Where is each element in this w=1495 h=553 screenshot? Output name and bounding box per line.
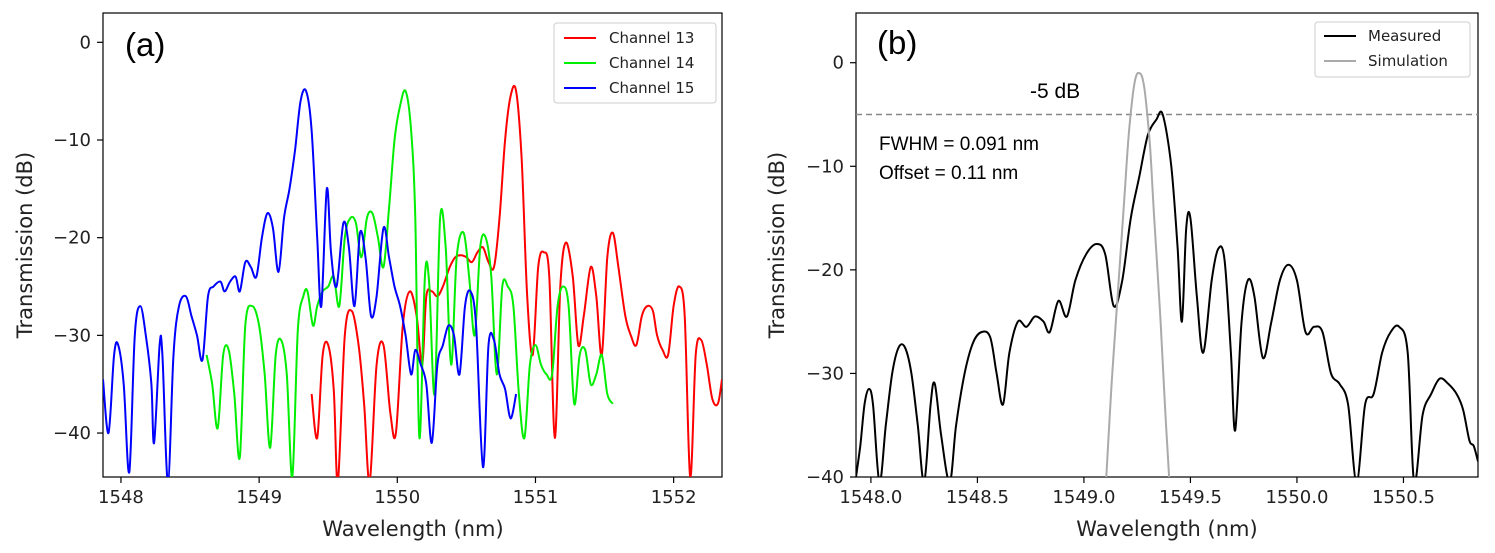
offset-annotation: Offset = 0.11 nm (879, 163, 1018, 184)
legend-label-channel-15: Channel 15 (609, 79, 694, 97)
series-line-channel-14 (205, 89, 614, 477)
panel-a-label: (a) (125, 26, 165, 63)
panel-b-x-tick-label: 1550.5 (1372, 487, 1435, 508)
panel-b-series-group (856, 71, 1478, 477)
series-line-simulation (1105, 71, 1171, 477)
panel-b-y-tick-label: −10 (806, 156, 844, 177)
panel-b-y-tick-label: 0 (833, 53, 844, 74)
panel-a-x-tick-label: 1548 (98, 487, 144, 508)
panel-b-y-tick-label: −30 (806, 363, 844, 384)
legend-label-measured: Measured (1368, 27, 1441, 45)
panel-a-y-tick-label: −40 (53, 423, 91, 444)
panel-a-y-tick-label: −20 (53, 228, 91, 249)
series-line-measured (856, 110, 1478, 477)
panel-b-x-tick-label: 1548.0 (839, 487, 902, 508)
series-line-channel-13 (310, 84, 722, 477)
panel-b-y-tick-label: −40 (806, 467, 844, 488)
panel-a-y-tick-label: −30 (53, 325, 91, 346)
legend-label-simulation: Simulation (1368, 52, 1448, 70)
panel-a-legend-box (553, 22, 717, 104)
panel-a-x-tick-label: 1550 (374, 487, 420, 508)
panel-b-y-tick-label: −20 (806, 260, 844, 281)
panel-b-chart: 1548.0 1548.5 1549.0 1549.5 1550.0 1550.5 0 −1… (765, 12, 1479, 541)
panel-b-x-tick-label: 1548.5 (946, 487, 1009, 508)
panel-b-x-tick-label: 1550.0 (1265, 487, 1328, 508)
panel-a-x-tick-label: 1549 (236, 487, 282, 508)
panel-b-legend: Measured Simulation (1314, 21, 1471, 78)
panel-a-x-tick-label: 1551 (513, 487, 559, 508)
panel-a-series-group (103, 84, 722, 477)
legend-label-channel-13: Channel 13 (609, 29, 694, 47)
legend-label-channel-14: Channel 14 (609, 54, 694, 72)
panel-b-label: (b) (877, 24, 917, 61)
panel-a-y-tick-label: −10 (53, 130, 91, 151)
fwhm-annotation: FWHM = 0.091 nm (879, 134, 1039, 155)
panel-a-chart: 1548 1549 1550 1551 1552 0 −10 −20 −30 −40 (a) W… (13, 12, 723, 541)
panel-a-y-axis-label: Transmission (dB) (13, 152, 37, 339)
panel-a-x-ticks: 1548 1549 1550 1551 1552 (98, 477, 697, 508)
panel-b-x-ticks: 1548.0 1548.5 1549.0 1549.5 1550.0 1550.5 (839, 477, 1435, 508)
panel-a-y-tick-label: 0 (80, 32, 91, 53)
panel-b-x-tick-label: 1549.0 (1052, 487, 1115, 508)
panel-a-x-axis-label: Wavelength (nm) (322, 517, 503, 541)
panel-b-x-axis-label: Wavelength (nm) (1076, 517, 1257, 541)
panel-b-y-ticks: 0 −10 −20 −30 −40 (806, 53, 856, 488)
reference-line-label: -5 dB (1030, 80, 1080, 103)
panel-a-y-ticks: 0 −10 −20 −30 −40 (53, 32, 103, 444)
panel-b-x-tick-label: 1549.5 (1159, 487, 1222, 508)
panel-b-y-axis-label: Transmission (dB) (765, 152, 789, 339)
series-line-channel-15 (103, 88, 518, 477)
panel-a-x-tick-label: 1552 (651, 487, 697, 508)
panel-b-plot-frame (855, 12, 1479, 478)
panel-a-legend: Channel 13 Channel 14 Channel 15 (553, 22, 717, 104)
